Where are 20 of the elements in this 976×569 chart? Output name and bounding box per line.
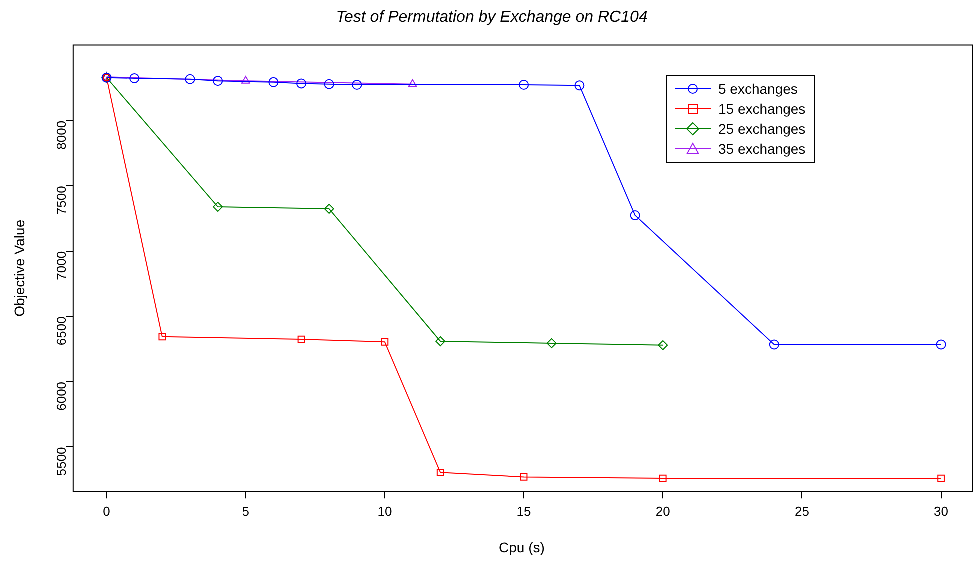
y-tick-label: 7500 bbox=[54, 186, 69, 216]
y-tick-label: 8000 bbox=[54, 120, 69, 150]
x-tick-label: 25 bbox=[794, 504, 810, 519]
y-tick-label: 5500 bbox=[54, 447, 69, 476]
y-tick-label: 7000 bbox=[54, 251, 69, 280]
x-tick-label: 20 bbox=[656, 504, 670, 519]
x-tick-label: 15 bbox=[516, 504, 532, 519]
x-tick-label: 10 bbox=[378, 504, 392, 519]
legend-label: 5 exchanges bbox=[718, 80, 798, 100]
x-tick-label: 0 bbox=[103, 504, 110, 519]
y-tick-label: 6000 bbox=[54, 382, 69, 411]
chart-title: Test of Permutation by Exchange on RC104 bbox=[336, 9, 648, 26]
x-tick-label: 30 bbox=[934, 504, 949, 519]
x-axis-title: Cpu (s) bbox=[498, 539, 545, 556]
legend-label: 25 exchanges bbox=[718, 120, 806, 140]
legend-label: 15 exchanges bbox=[718, 100, 806, 120]
x-tick-label: 5 bbox=[242, 504, 250, 519]
legend-label: 35 exchanges bbox=[718, 140, 806, 160]
y-axis-title: Objective Value bbox=[11, 220, 28, 317]
y-tick-label: 6500 bbox=[54, 316, 69, 346]
